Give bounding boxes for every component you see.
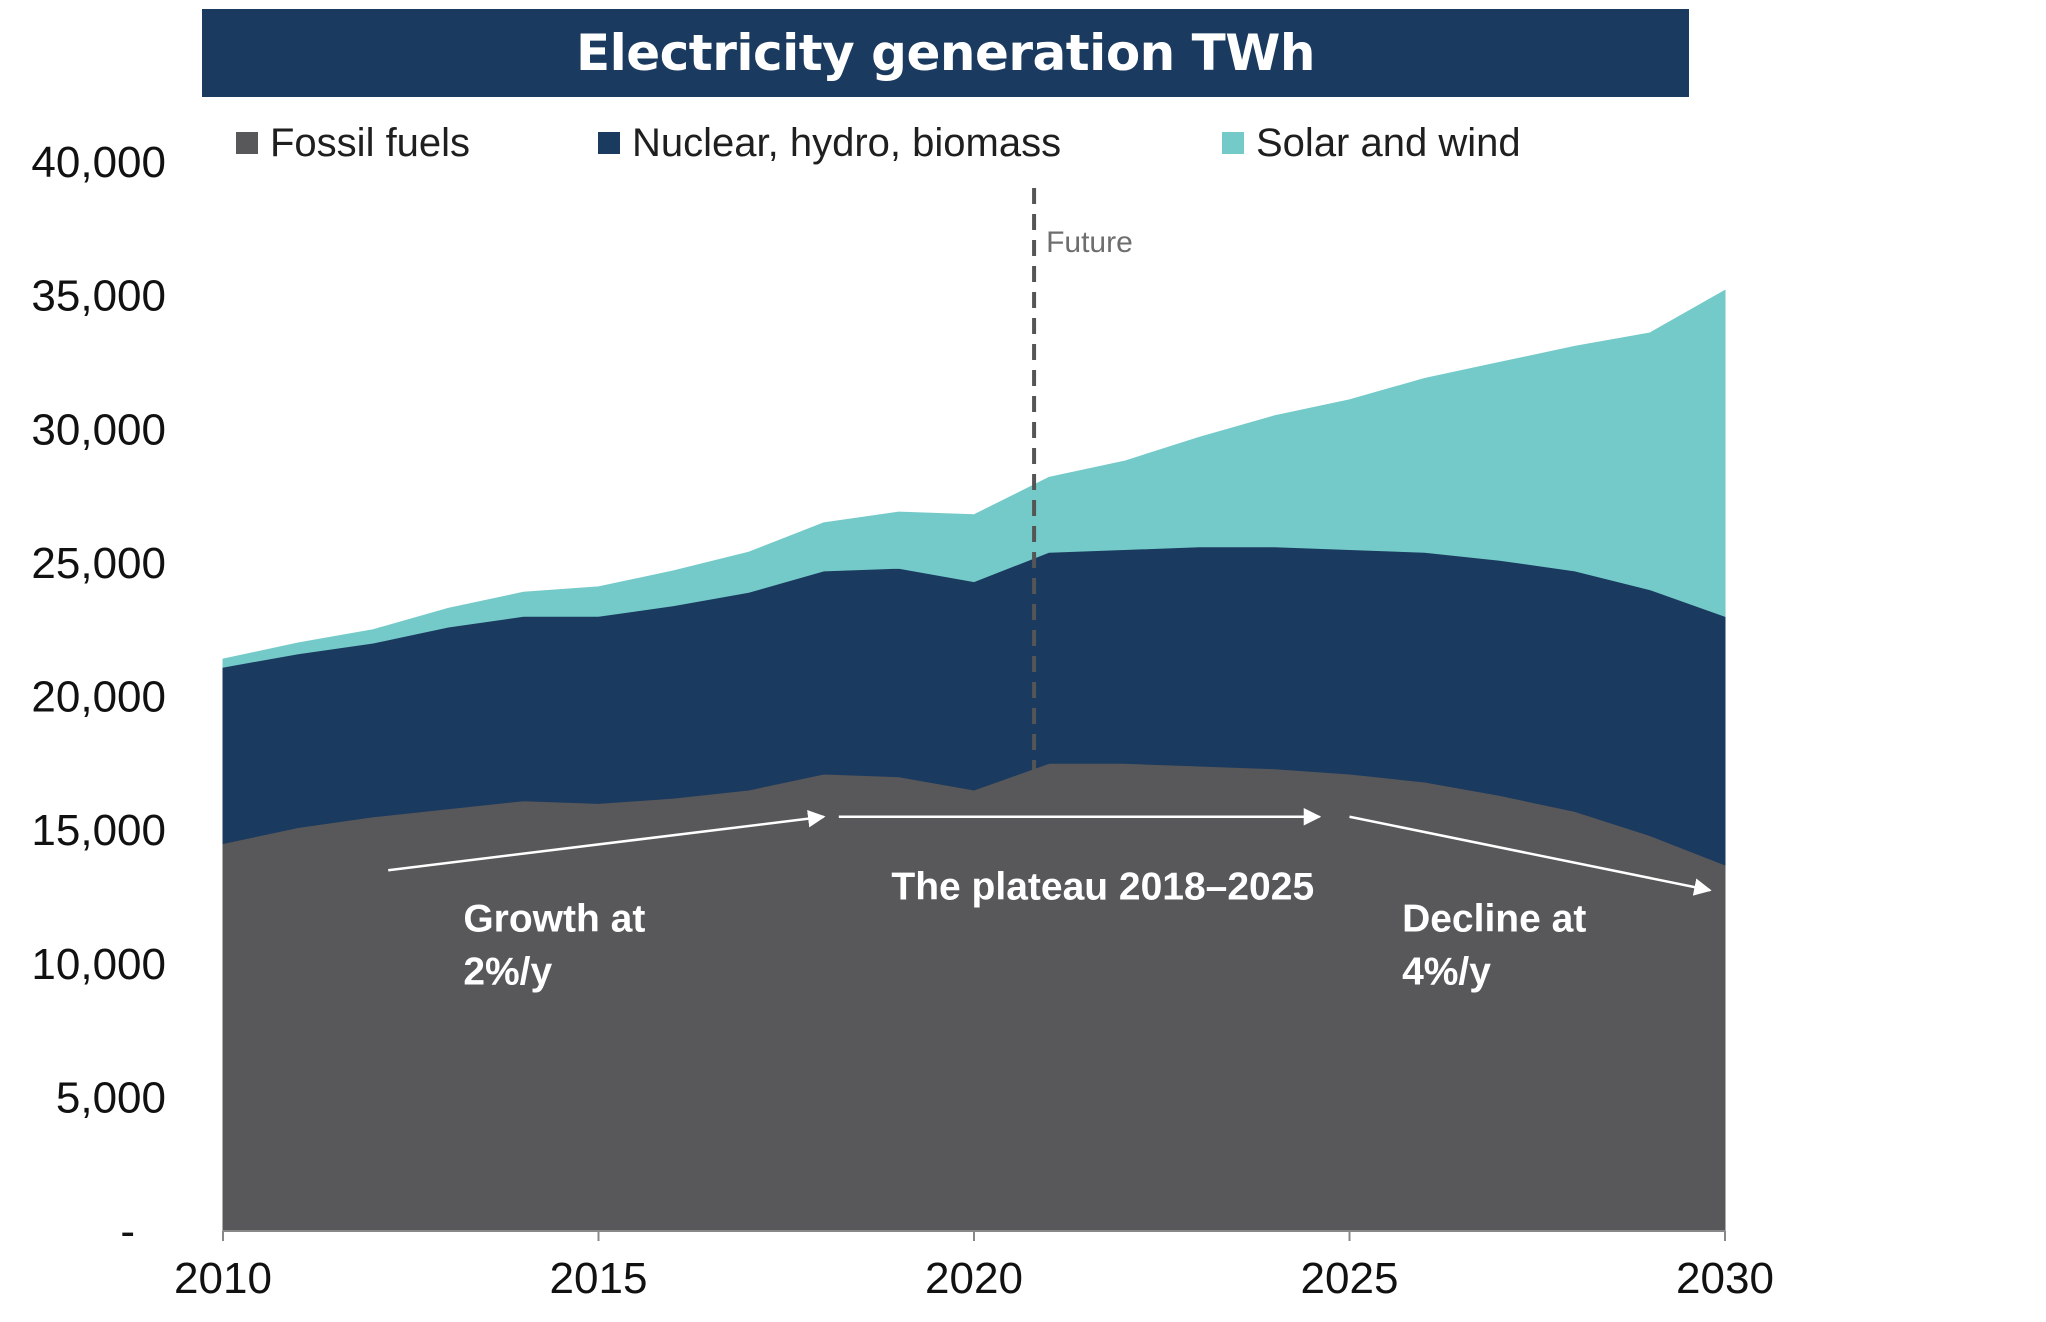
annotation-label: Growth at bbox=[463, 898, 645, 941]
legend-label-solar-and-wind: Solar and wind bbox=[1256, 120, 1521, 165]
y-tick-label: 5,000 bbox=[56, 1073, 166, 1122]
annotation-label: 2%/y bbox=[463, 951, 552, 994]
x-tick-label: 2030 bbox=[1676, 1254, 1774, 1303]
annotation-arrow bbox=[1349, 815, 1712, 896]
y-tick-label: 10,000 bbox=[31, 940, 166, 989]
legend-swatch-fossil-fuels bbox=[236, 132, 258, 154]
y-tick-label: 40,000 bbox=[31, 138, 166, 187]
x-tick-label: 2015 bbox=[550, 1254, 648, 1303]
y-tick-label: - bbox=[120, 1207, 135, 1256]
x-tick-label: 2010 bbox=[174, 1254, 272, 1303]
legend-swatch-solar-and-wind bbox=[1222, 132, 1244, 154]
y-tick-label: 35,000 bbox=[31, 272, 166, 321]
chart-title-bar: Electricity generation TWh bbox=[202, 9, 1689, 97]
legend-label-nuclear-hydro-biomass: Nuclear, hydro, biomass bbox=[632, 120, 1062, 165]
legend-item-solar-and-wind: Solar and wind bbox=[1222, 118, 1521, 168]
legend-label-fossil-fuels: Fossil fuels bbox=[270, 120, 471, 165]
area-series-solar-and-wind bbox=[222, 289, 1726, 668]
annotation-arrow bbox=[388, 809, 826, 872]
legend-item-fossil-fuels: Fossil fuels bbox=[236, 118, 470, 168]
legend-item-nuclear-hydro-biomass: Nuclear, hydro, biomass bbox=[598, 118, 1061, 168]
annotation-label: Decline at bbox=[1402, 898, 1586, 941]
future-label: Future bbox=[1046, 226, 1133, 259]
legend-swatch-nuclear-hydro-biomass bbox=[598, 132, 620, 154]
x-tick-label: 2025 bbox=[1301, 1254, 1399, 1303]
y-tick-label: 20,000 bbox=[31, 673, 166, 722]
area-series-fossil-fuels bbox=[222, 762, 1726, 1232]
chart-title: Electricity generation TWh bbox=[575, 24, 1316, 82]
annotation-label: 4%/y bbox=[1402, 951, 1491, 994]
annotation-label: The plateau 2018–2025 bbox=[891, 866, 1314, 909]
y-tick-label: 30,000 bbox=[31, 405, 166, 454]
y-tick-label: 15,000 bbox=[31, 806, 166, 855]
x-tick-label: 2020 bbox=[925, 1254, 1023, 1303]
y-tick-label: 25,000 bbox=[31, 539, 166, 588]
